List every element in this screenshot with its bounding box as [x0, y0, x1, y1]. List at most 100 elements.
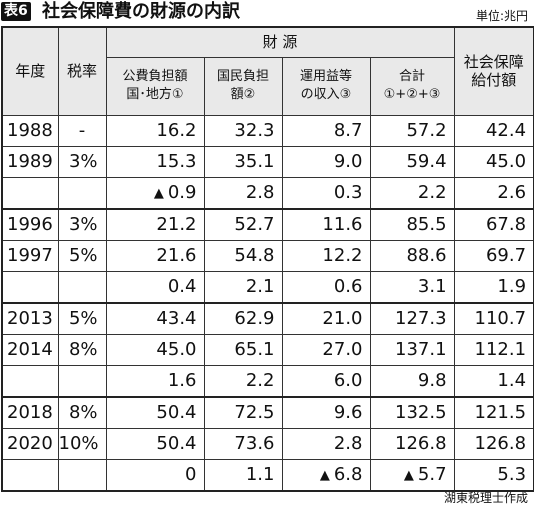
cell-c2: 2.2 [203, 364, 283, 397]
cell-c5: 2.6 [453, 176, 534, 209]
cell-c1: 21.2 [105, 207, 205, 241]
cell-c3: 6.0 [281, 364, 371, 397]
header-national: 国民負担 額② [203, 56, 283, 116]
header-investment: 運用益等 の収入③ [281, 56, 371, 116]
cell-year: 1988 [1, 114, 59, 147]
negative-triangle-icon: ▲ [319, 468, 330, 483]
cell-rate: - [57, 114, 107, 147]
cell-rate: 3% [57, 207, 107, 241]
cell-year: 1996 [1, 207, 59, 241]
cell-c1: 50.4 [105, 427, 205, 460]
cell-c1: 0 [105, 458, 205, 491]
cell-c4: 88.6 [369, 239, 455, 272]
cell-c3: 11.6 [281, 207, 371, 241]
cell-c2: 65.1 [203, 333, 283, 366]
cell-c3: 2.8 [281, 427, 371, 460]
cell-rate: 10% [57, 427, 107, 460]
cell-c2: 1.1 [203, 458, 283, 491]
cell-rate [57, 364, 107, 397]
cell-year [1, 458, 59, 491]
header-total: 合計 ①+②+③ [369, 56, 455, 116]
cell-c4: ▲ 5.7 [369, 458, 455, 491]
cell-c4: 85.5 [369, 207, 455, 241]
cell-year: 2020 [1, 427, 59, 460]
title-bar: 表6 社会保障費の財源の内訳 単位:兆円 [0, 0, 534, 24]
cell-c5: 67.8 [453, 207, 534, 241]
cell-rate: 5% [57, 301, 107, 335]
header-investment-line2: の収入③ [300, 87, 352, 102]
cell-c3: 27.0 [281, 333, 371, 366]
cell-c3: 9.0 [281, 145, 371, 178]
header-public-line1: 公費負担額 [122, 69, 188, 84]
table-number-badge: 表6 [1, 2, 31, 21]
cell-c5: 126.8 [453, 427, 534, 460]
table-row-diff: 0.4 2.1 0.6 3.1 1.9 [1, 270, 534, 303]
cell-c5: 121.5 [453, 395, 534, 429]
header-benefits-line2: 給付額 [471, 71, 517, 90]
header-investment-line1: 運用益等 [299, 69, 352, 84]
header-public: 公費負担額 国･地方① [105, 56, 205, 116]
cell-year [1, 364, 59, 397]
cell-c5: 1.4 [453, 364, 534, 397]
table-row: 1989 3% 15.3 35.1 9.0 59.4 45.0 [1, 145, 534, 178]
table-row: 2020 10% 50.4 73.6 2.8 126.8 126.8 [1, 427, 534, 460]
table-row: 2014 8% 45.0 65.1 27.0 137.1 112.1 [1, 333, 534, 366]
cell-c1: 16.2 [105, 114, 205, 147]
header-benefits: 社会保障 給付額 [453, 26, 534, 116]
page-title: 社会保障費の財源の内訳 [42, 1, 240, 22]
cell-rate: 5% [57, 239, 107, 272]
cell-year [1, 176, 59, 209]
cell-c4: 127.3 [369, 301, 455, 335]
cell-c1: 43.4 [105, 301, 205, 335]
financing-table: 年度 税率 財 源 社会保障 給付額 公費負担額 国･地方① 国民負担 額② 運… [1, 26, 534, 492]
cell-c2: 35.1 [203, 145, 283, 178]
table-row-diff: 1.6 2.2 6.0 9.8 1.4 [1, 364, 534, 397]
header-year: 年度 [1, 26, 59, 116]
cell-c4: 59.4 [369, 145, 455, 178]
cell-c4: 2.2 [369, 176, 455, 209]
cell-c2: 2.8 [203, 176, 283, 209]
cell-c3: 9.6 [281, 395, 371, 429]
table-row: 2018 8% 50.4 72.5 9.6 132.5 121.5 [1, 395, 534, 429]
header-total-line1: 合計 [399, 69, 426, 84]
cell-c2: 62.9 [203, 301, 283, 335]
cell-c4: 57.2 [369, 114, 455, 147]
cell-c5: 45.0 [453, 145, 534, 178]
table-body: 1988-16.2 32.3 8.7 57.2 42.4 1989 3% 15.3 35.1 9.… [1, 114, 534, 491]
header-national-line1: 国民負担 [216, 69, 269, 84]
table-row: 1996 3% 21.2 52.7 11.6 85.5 67.8 [1, 207, 534, 241]
cell-year: 1997 [1, 239, 59, 272]
unit-label: 単位:兆円 [475, 9, 528, 23]
cell-rate: 3% [57, 145, 107, 178]
table-row-diff: ▲ 0.9 2.8 0.3 2.2 2.6 [1, 176, 534, 209]
cell-year [1, 270, 59, 303]
cell-c2: 54.8 [203, 239, 283, 272]
cell-c3: 0.3 [281, 176, 371, 209]
cell-c5: 110.7 [453, 301, 534, 335]
cell-c3: 12.2 [281, 239, 371, 272]
cell-c1: 15.3 [105, 145, 205, 178]
cell-c5: 112.1 [453, 333, 534, 366]
cell-c2: 73.6 [203, 427, 283, 460]
cell-c3: ▲ 6.8 [281, 458, 371, 491]
table-row-diff: 0 1.1 ▲ 6.8 ▲ 5.7 5.3 [1, 458, 534, 491]
cell-c4: 9.8 [369, 364, 455, 397]
cell-c3: 0.6 [281, 270, 371, 303]
header-national-line2: 額② [230, 87, 256, 102]
header-benefits-line1: 社会保障 [463, 53, 524, 72]
table-row: 1997 5% 21.6 54.8 12.2 88.6 69.7 [1, 239, 534, 272]
cell-c3: 21.0 [281, 301, 371, 335]
cell-c4: 132.5 [369, 395, 455, 429]
cell-c2: 2.1 [203, 270, 283, 303]
cell-rate: 8% [57, 395, 107, 429]
cell-c1: 21.6 [105, 239, 205, 272]
negative-triangle-icon: ▲ [153, 186, 164, 201]
cell-year: 2014 [1, 333, 59, 366]
cell-c4: 3.1 [369, 270, 455, 303]
cell-rate [57, 270, 107, 303]
cell-rate [57, 458, 107, 491]
header-zaigen: 財 源 [105, 26, 455, 58]
cell-year: 1989 [1, 145, 59, 178]
cell-c5: 1.9 [453, 270, 534, 303]
cell-year: 2018 [1, 395, 59, 429]
